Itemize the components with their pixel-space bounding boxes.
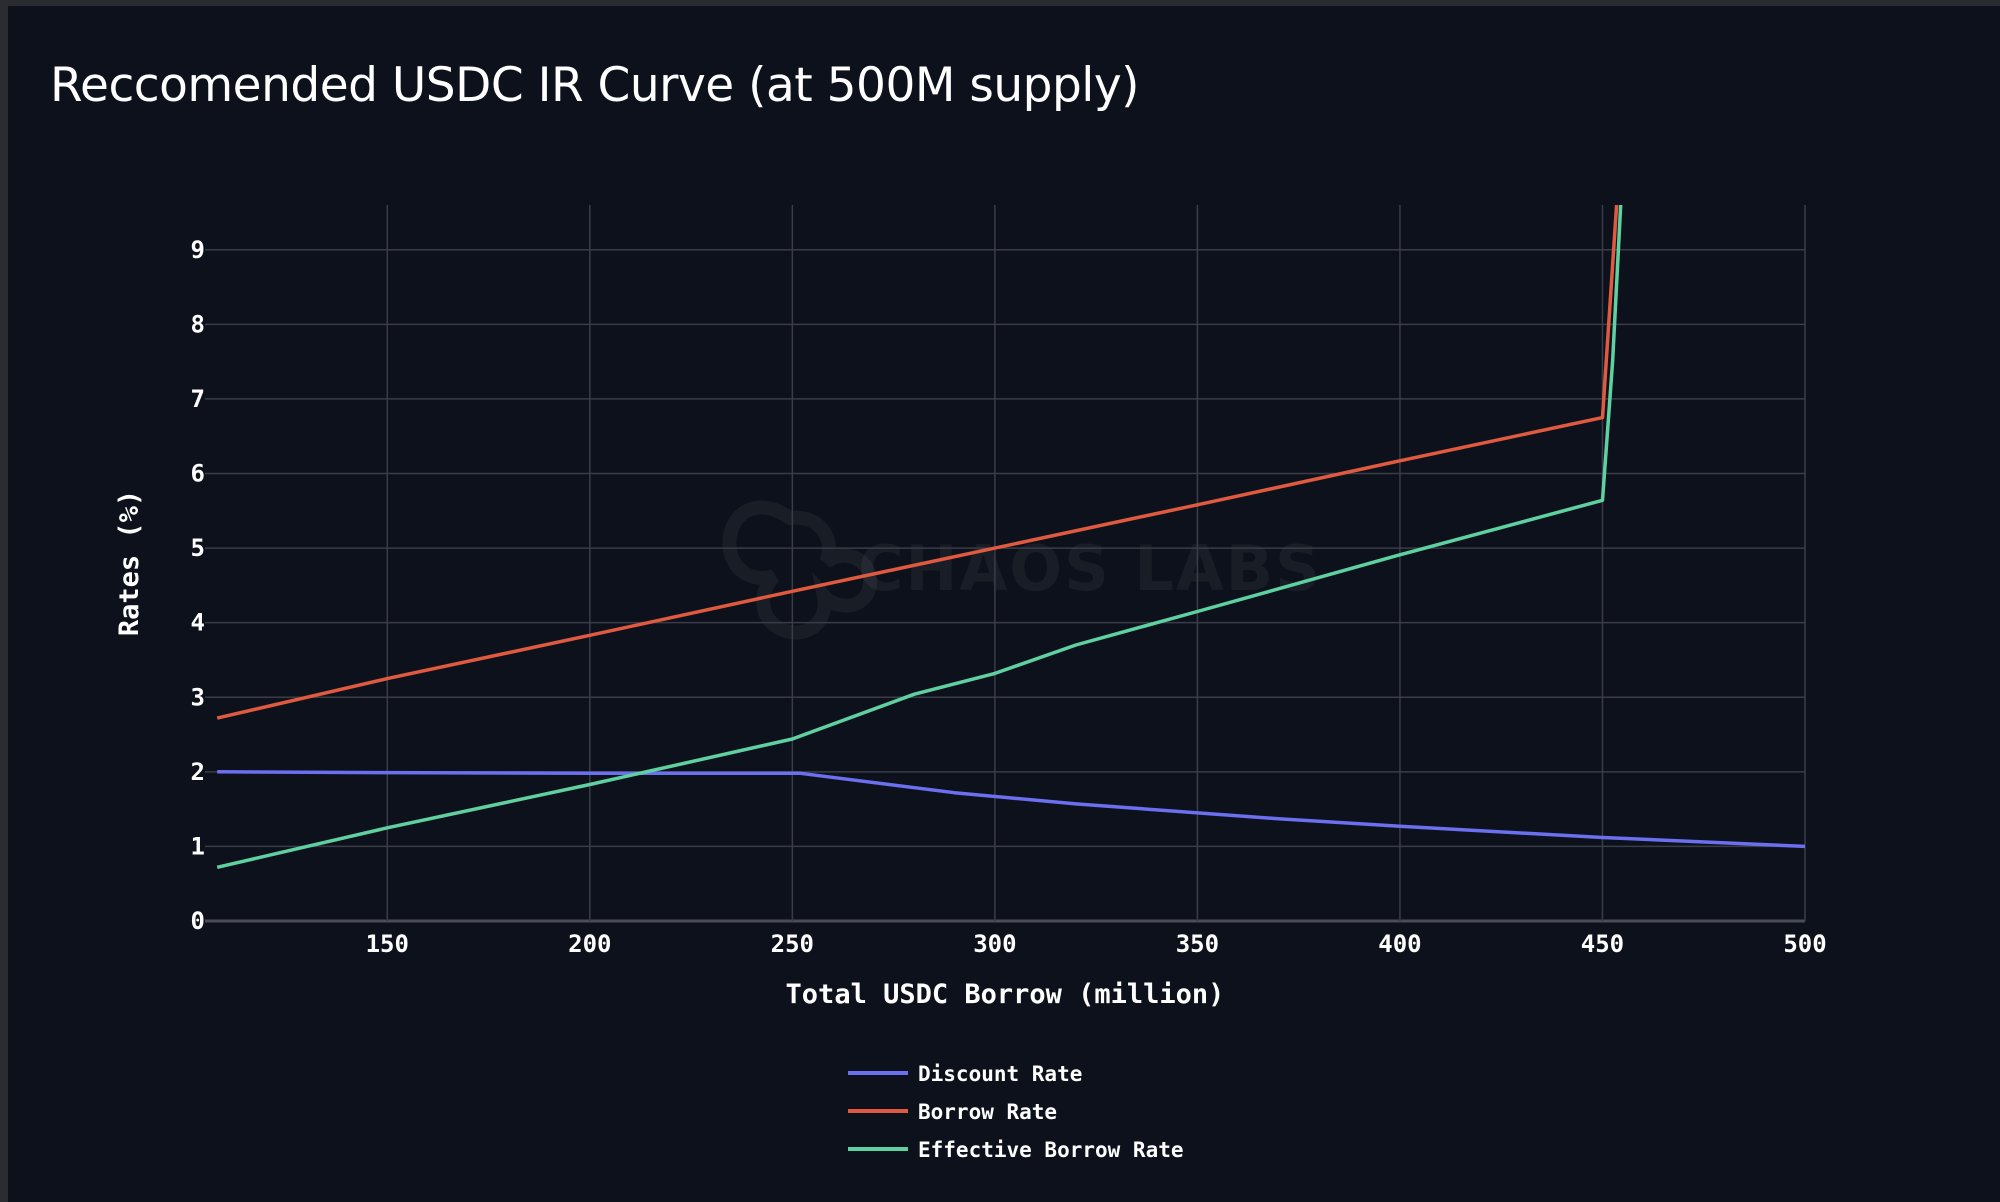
watermark-text: CHAOS LABS bbox=[858, 532, 1322, 605]
legend-label: Discount Rate bbox=[918, 1062, 1082, 1086]
chart-title: Reccomended USDC IR Curve (at 500M suppl… bbox=[50, 58, 1140, 113]
y-tick-label: 3 bbox=[191, 683, 205, 711]
y-tick-label: 6 bbox=[191, 460, 205, 488]
series-line-borrow-rate bbox=[216, 205, 1619, 720]
y-tick-label: 2 bbox=[191, 758, 205, 786]
y-axis-ticks: 0 1 2 3 4 5 6 7 8 9 bbox=[191, 236, 205, 935]
x-axis-title: Total USDC Borrow (million) bbox=[786, 979, 1225, 1010]
chaos-labs-watermark: CHAOS LABS bbox=[722, 500, 1322, 640]
y-tick-label: 4 bbox=[191, 609, 205, 637]
x-tick-label: 400 bbox=[1378, 930, 1421, 958]
y-tick-label: 1 bbox=[191, 832, 205, 860]
y-tick-label: 5 bbox=[191, 534, 205, 562]
chaos-labs-logo-icon bbox=[722, 500, 877, 640]
x-tick-label: 350 bbox=[1176, 930, 1219, 958]
x-tick-label: 450 bbox=[1581, 930, 1624, 958]
chart-card bbox=[8, 6, 2000, 1202]
x-tick-label: 200 bbox=[568, 930, 611, 958]
grid bbox=[205, 205, 1806, 923]
series-lines bbox=[216, 205, 1805, 870]
x-tick-label: 250 bbox=[771, 930, 814, 958]
y-axis-title: Rates (%) bbox=[114, 490, 145, 636]
legend-item-effective-borrow-rate[interactable]: Effective Borrow Rate bbox=[848, 1138, 1184, 1162]
legend: Discount Rate Borrow Rate Effective Borrow… bbox=[848, 1062, 1184, 1162]
x-tick-label: 500 bbox=[1783, 930, 1826, 958]
y-tick-label: 9 bbox=[191, 236, 205, 264]
x-tick-label: 300 bbox=[973, 930, 1016, 958]
y-tick-label: 7 bbox=[191, 385, 205, 413]
series-line-effective-borrow-rate bbox=[216, 205, 1623, 870]
legend-item-discount-rate[interactable]: Discount Rate bbox=[848, 1062, 1082, 1086]
series-line-discount-rate bbox=[217, 770, 1805, 849]
y-tick-label: 8 bbox=[191, 310, 205, 338]
legend-label: Effective Borrow Rate bbox=[918, 1138, 1184, 1162]
x-axis-ticks: 150 200 250 300 350 400 450 500 bbox=[366, 930, 1827, 958]
x-tick-label: 150 bbox=[366, 930, 409, 958]
legend-item-borrow-rate[interactable]: Borrow Rate bbox=[848, 1100, 1057, 1124]
legend-label: Borrow Rate bbox=[918, 1100, 1057, 1124]
y-tick-label: 0 bbox=[191, 907, 205, 935]
